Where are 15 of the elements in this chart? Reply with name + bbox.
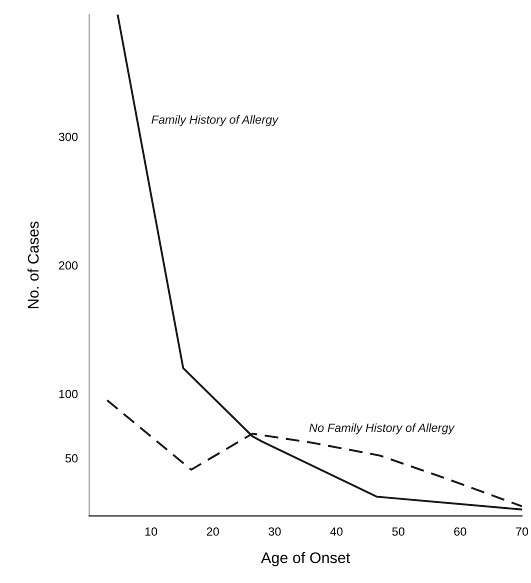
y-axis-title: No. of Cases — [28, 222, 39, 308]
y-tick-label: 300 — [58, 132, 78, 142]
series-label: No Family History of Allergy — [309, 423, 455, 434]
x-tick-label: 20 — [206, 527, 219, 536]
x-tick-label: 30 — [268, 527, 281, 536]
x-tick-label: 40 — [330, 527, 343, 536]
x-tick-label: 10 — [145, 527, 158, 536]
x-axis-title: Age of Onset — [261, 552, 350, 566]
series-label: Family History of Allergy — [152, 115, 279, 126]
x-tick-label: 50 — [392, 527, 404, 536]
x-tick-label: 70 — [516, 527, 528, 536]
y-tick-label: 50 — [65, 454, 78, 462]
y-tick-label: 200 — [58, 261, 78, 270]
x-tick-label: 60 — [454, 527, 466, 536]
y-tick-label: 100 — [59, 390, 78, 398]
